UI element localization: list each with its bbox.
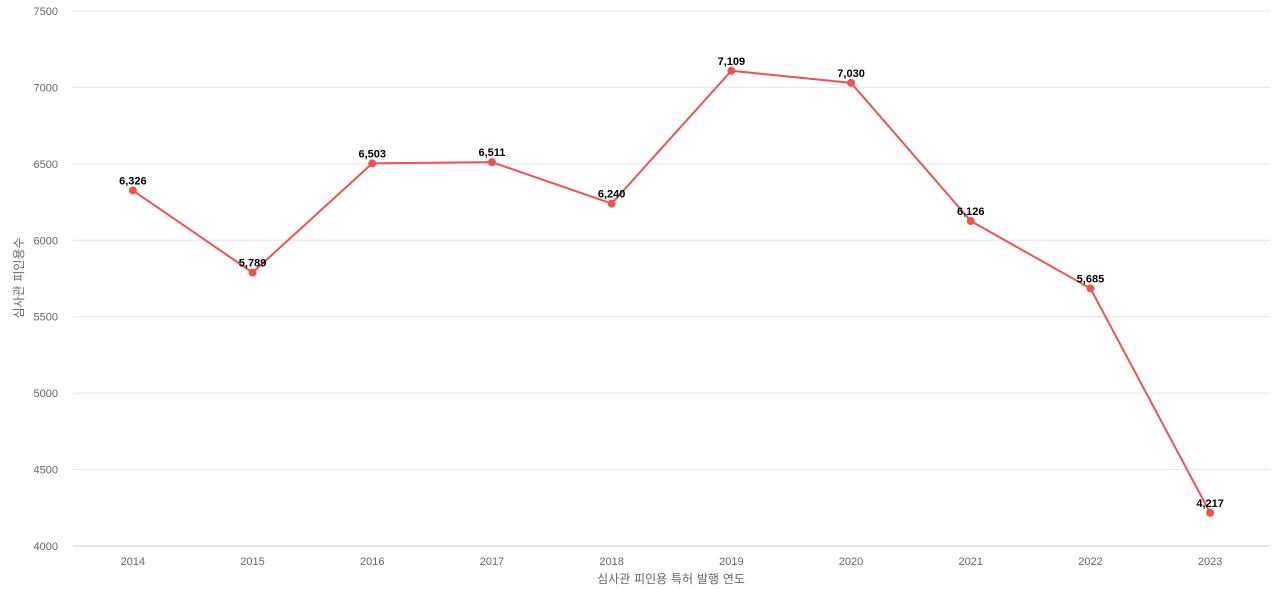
- x-tick-label: 2017: [480, 556, 504, 568]
- data-point: [847, 78, 856, 87]
- x-tick-label: 2020: [839, 556, 863, 568]
- x-tick-label: 2022: [1078, 556, 1102, 568]
- data-label: 7,109: [718, 56, 746, 68]
- y-tick-label: 4500: [34, 465, 58, 477]
- data-point: [727, 66, 736, 75]
- data-point: [966, 217, 975, 226]
- data-point: [487, 158, 496, 167]
- y-tick-label: 4000: [34, 541, 58, 553]
- x-tick-label: 2023: [1198, 556, 1222, 568]
- x-tick-label: 2021: [959, 556, 983, 568]
- y-tick-label: 7000: [34, 82, 58, 94]
- data-label: 6,126: [957, 206, 985, 218]
- y-gridlines: [73, 10, 1270, 547]
- data-point: [128, 186, 137, 195]
- y-tick-label: 5500: [34, 312, 58, 324]
- data-labels: 6,326 5,789 6,503 6,511 6,240 7,109 7,030 6,126…: [119, 56, 1224, 510]
- data-label: 7,030: [837, 68, 865, 80]
- x-tick-label: 2019: [719, 556, 743, 568]
- data-point: [607, 199, 616, 208]
- x-tick-label: 2015: [240, 556, 264, 568]
- x-tick-label: 2014: [121, 556, 145, 568]
- x-axis-title: 심사관 피인용 특허 발행 연도: [597, 571, 745, 586]
- data-label: 6,326: [119, 175, 147, 187]
- data-point: [1206, 508, 1215, 517]
- y-tick-label: 5000: [34, 388, 58, 400]
- y-tick-labels: 4000 4500 5000 5500 6000 6500 7000 7500: [34, 6, 58, 553]
- data-point: [248, 268, 257, 277]
- x-tick-label: 2018: [599, 556, 623, 568]
- data-label: 4,217: [1196, 498, 1224, 510]
- data-points: [128, 66, 1215, 517]
- data-label: 5,789: [239, 258, 267, 270]
- y-axis-title: 심사관 피인용수: [12, 237, 26, 318]
- data-point: [368, 159, 377, 168]
- y-tick-label: 6000: [34, 235, 58, 247]
- data-label: 6,503: [358, 148, 386, 160]
- data-label: 5,685: [1077, 273, 1105, 285]
- series-line: [132, 69, 1212, 514]
- x-tick-labels: 2014 2015 2016 2017 2018 2019 2020 2021 2022 2023: [121, 556, 1223, 568]
- data-label: 6,511: [478, 147, 505, 159]
- y-tick-label: 7500: [34, 6, 58, 18]
- x-tick-label: 2016: [360, 556, 384, 568]
- y-tick-label: 6500: [34, 159, 58, 171]
- data-label: 6,240: [598, 189, 626, 201]
- series-line-group: [132, 69, 1212, 514]
- data-point: [1086, 284, 1095, 293]
